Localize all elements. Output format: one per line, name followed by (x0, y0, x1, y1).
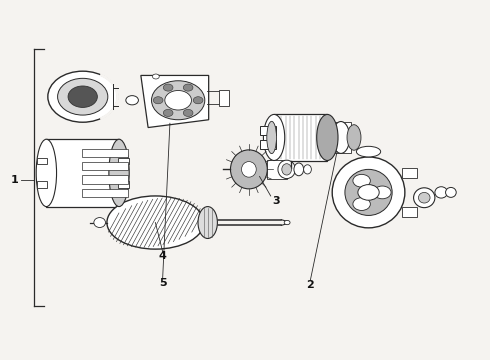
Ellipse shape (198, 207, 218, 238)
Bar (82, 175, 128, 184)
Bar (274, 114, 327, 161)
Ellipse shape (153, 97, 163, 104)
Ellipse shape (36, 139, 56, 207)
Ellipse shape (94, 217, 105, 228)
Ellipse shape (183, 84, 193, 91)
Bar (402, 168, 417, 178)
Ellipse shape (353, 198, 370, 211)
Ellipse shape (264, 114, 285, 161)
Ellipse shape (356, 146, 381, 157)
Polygon shape (141, 76, 209, 127)
Bar (267, 160, 287, 179)
Bar (118, 158, 129, 164)
Text: 1: 1 (11, 175, 19, 185)
Ellipse shape (68, 86, 98, 107)
Ellipse shape (152, 74, 159, 79)
Ellipse shape (165, 90, 192, 110)
Ellipse shape (48, 71, 118, 122)
Text: 4: 4 (159, 251, 167, 261)
Ellipse shape (418, 192, 430, 203)
Bar (220, 90, 229, 105)
Ellipse shape (294, 163, 304, 176)
Bar (82, 162, 128, 170)
Ellipse shape (435, 187, 447, 198)
Ellipse shape (445, 188, 456, 197)
Ellipse shape (230, 150, 267, 189)
Text: 2: 2 (307, 280, 314, 289)
Bar (82, 149, 128, 157)
Bar (37, 158, 48, 164)
Bar (47, 139, 119, 207)
Ellipse shape (267, 121, 276, 154)
Bar (260, 126, 276, 135)
Ellipse shape (282, 164, 292, 175)
Text: 3: 3 (272, 196, 280, 206)
Ellipse shape (304, 165, 311, 174)
Ellipse shape (109, 139, 129, 207)
Ellipse shape (107, 196, 204, 249)
Bar (37, 181, 48, 188)
Ellipse shape (151, 81, 205, 120)
Ellipse shape (163, 109, 173, 116)
Ellipse shape (183, 109, 193, 116)
Ellipse shape (58, 78, 108, 115)
Bar (332, 122, 351, 153)
Ellipse shape (373, 186, 391, 199)
Ellipse shape (163, 84, 173, 91)
Ellipse shape (414, 188, 435, 208)
Ellipse shape (317, 114, 338, 161)
Ellipse shape (332, 157, 405, 228)
Text: 5: 5 (159, 278, 167, 288)
Ellipse shape (126, 96, 138, 105)
Bar (82, 189, 128, 197)
Ellipse shape (347, 125, 361, 150)
Bar (402, 207, 417, 217)
Bar (118, 181, 129, 188)
Ellipse shape (284, 220, 290, 225)
Ellipse shape (353, 174, 370, 187)
Ellipse shape (345, 169, 392, 215)
Ellipse shape (332, 122, 350, 153)
Ellipse shape (242, 162, 256, 177)
Ellipse shape (193, 97, 203, 104)
Bar (260, 140, 276, 149)
Ellipse shape (278, 160, 295, 179)
Ellipse shape (358, 185, 379, 200)
